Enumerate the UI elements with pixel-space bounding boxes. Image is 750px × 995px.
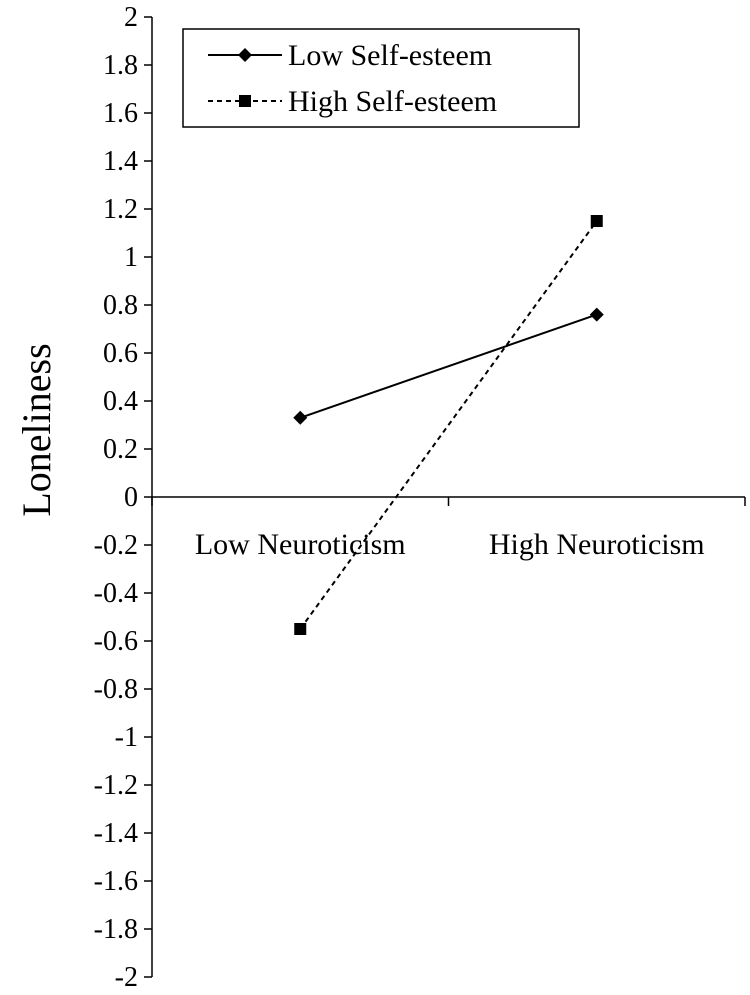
y-tick-label: 0.4 (103, 386, 138, 417)
category-labels: Low Neuroticism High Neuroticism (195, 528, 705, 561)
y-tick-label: 1 (124, 242, 138, 273)
y-tick-label: -0.2 (94, 530, 138, 561)
legend: Low Self-esteem High Self-esteem (182, 28, 580, 128)
data-point (294, 623, 307, 635)
y-axis-title-group: Loneliness (14, 343, 59, 516)
series-2 (294, 215, 603, 635)
y-tick-label: 1.6 (103, 98, 138, 129)
y-tick-label: -0.6 (94, 626, 138, 657)
y-tick-label: -2 (115, 962, 138, 993)
data-point (590, 215, 603, 227)
series-line (299, 313, 598, 419)
axes (151, 17, 746, 977)
y-tick-label: 0.8 (103, 290, 138, 321)
y-tick-label: 1.8 (103, 50, 138, 81)
series-group (293, 215, 604, 635)
y-tick-label: -1.6 (94, 866, 138, 897)
data-point (293, 410, 308, 425)
y-tick-label: -0.4 (94, 578, 138, 609)
y-tick-label: 1.4 (103, 146, 138, 177)
series-line (299, 220, 598, 630)
y-axis-title: Loneliness (14, 343, 59, 516)
data-point (589, 307, 604, 322)
x-category-label: High Neuroticism (489, 528, 705, 561)
x-category-label: Low Neuroticism (195, 528, 406, 561)
y-tick-label: -1.2 (94, 770, 138, 801)
legend-marker (238, 48, 252, 62)
y-tick-label: 0.6 (103, 338, 138, 369)
legend-box (182, 28, 580, 128)
y-tick-label: -1.8 (94, 914, 138, 945)
y-tick-label: -1 (115, 722, 138, 753)
y-tick-label: 2 (124, 2, 138, 33)
y-tick-label: 0.2 (103, 434, 138, 465)
legend-label: High Self-esteem (288, 85, 497, 118)
y-tick-label: 1.2 (103, 194, 138, 225)
y-ticks: 2 1.8 1.6 1.4 1.2 1 0.8 0.6 0.4 0.2 0 -0.2 -0.4 -0.6 -… (94, 2, 152, 993)
series-1 (293, 307, 604, 425)
y-tick-label: -0.8 (94, 674, 138, 705)
y-tick-label: 0 (124, 482, 138, 513)
legend-label: Low Self-esteem (288, 39, 492, 72)
legend-marker (239, 95, 251, 107)
y-tick-label: -1.4 (94, 818, 138, 849)
